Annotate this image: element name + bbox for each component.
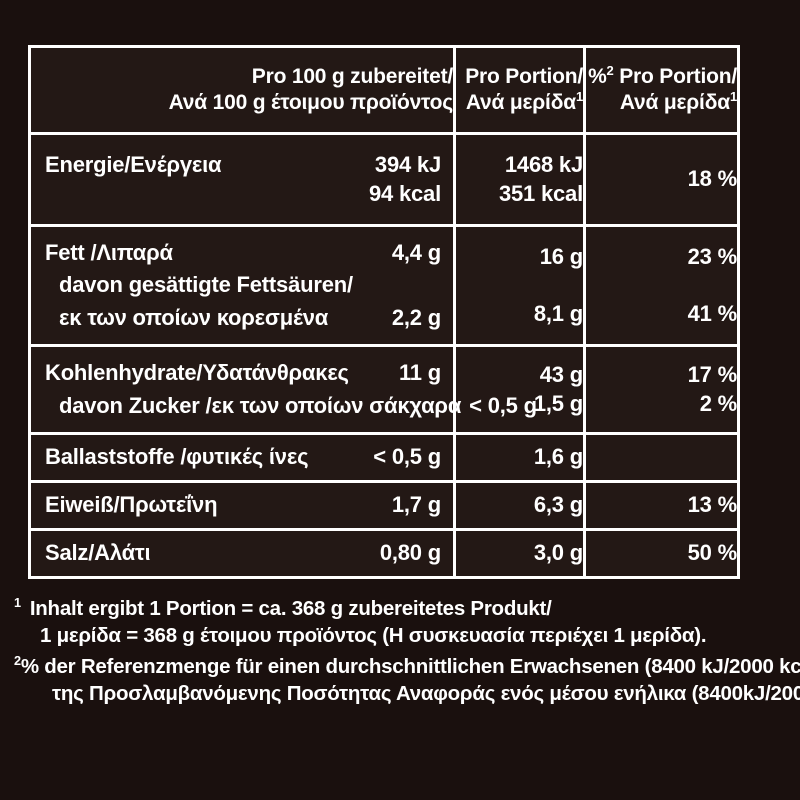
fibre-percent-value <box>586 435 740 483</box>
fat-per-portion-value: 16 g <box>539 243 583 269</box>
energy-per-100g-value: 394 kJ 94 kcal <box>368 151 441 206</box>
table-row-fibre: Ballaststoffe /φυτικές ίνες < 0,5 g 1,6 … <box>28 435 740 483</box>
header-per-100g-line2: Ανά 100 g έτοιμου προϊόντος <box>168 91 454 114</box>
sugars-per-portion-value: 1,5 g <box>533 390 583 416</box>
fibre-per-100g-value: < 0,5 g <box>373 444 441 470</box>
carbohydrate-per-100g-value: 11 g <box>398 359 441 385</box>
footnote-ref-1: 1 <box>575 89 583 104</box>
salt-label: Salz/Αλάτι <box>45 540 151 566</box>
saturates-percent-value: 41 % <box>687 300 738 326</box>
fat-label-value-row: Fett /Λιπαρά 4,4 g <box>31 237 453 270</box>
carbohydrate-label-value-row: Kohlenhydrate/Υδατάνθρακες 11 g <box>31 357 453 390</box>
fat-percent-cell: 23 % 41 % <box>586 227 740 347</box>
table-row-energy: Energie/Ενέργεια 394 kJ 94 kcal 1468 kJ … <box>28 135 740 227</box>
energy-main-cell: Energie/Ενέργεια 394 kJ 94 kcal <box>28 135 456 227</box>
sugars-label-value-row: davon Zucker /εκ των οποίων σάκχαρα < 0,… <box>31 390 537 423</box>
protein-label-value-row: Eiweiß/Πρωτεΐνη 1,7 g <box>31 489 453 522</box>
nutrition-table: Pro 100 g zubereitet/ Ανά 100 g έτοιμου … <box>28 45 740 579</box>
carbohydrate-percent-cell: 17 % 2 % <box>586 347 740 435</box>
carbohydrate-portion-cell: 43 g 1,5 g <box>456 347 586 435</box>
saturates-label-el: εκ των οποίων κορεσμένα <box>59 304 329 330</box>
header-per-portion-line1: Pro Portion/ <box>465 65 583 89</box>
table-row-carbohydrate: Kohlenhydrate/Υδατάνθρακες 11 g davon Zu… <box>28 347 740 435</box>
footnote-ref-1b: 1 <box>729 89 737 104</box>
protein-percent-value: 13 % <box>586 483 740 531</box>
sugars-label: davon Zucker /εκ των οποίων σάκχαρα <box>59 392 462 418</box>
fibre-label-value-row: Ballaststoffe /φυτικές ίνες < 0,5 g <box>31 441 453 474</box>
footnotes: 1 Inhalt ergibt 1 Portion = ca. 368 g zub… <box>14 596 800 708</box>
header-percent-line2: Ανά μερίδα1 <box>619 89 737 114</box>
header-per-portion-line2: Ανά μερίδα1 <box>465 89 583 114</box>
footnote-2-line2: της Προσλαμβανόμενης Ποσότητας Αναφοράς … <box>52 681 800 705</box>
header-cell-per-100g: Pro 100 g zubereitet/ Ανά 100 g έτοιμου … <box>28 45 456 135</box>
fibre-label: Ballaststoffe /φυτικές ίνες <box>45 444 309 470</box>
fibre-per-portion-value: 1,6 g <box>456 435 586 483</box>
carbohydrate-main-cell: Kohlenhydrate/Υδατάνθρακες 11 g davon Zu… <box>28 347 537 435</box>
header-per-100g-line1: Pro 100 g zubereitet/ <box>251 65 453 89</box>
saturates-per-100g-value: 2,2 g <box>391 304 441 330</box>
footnote-2-marker: 2 <box>14 653 21 669</box>
salt-per-portion-value: 3,0 g <box>456 531 586 579</box>
fat-main-cell: Fett /Λιπαρά 4,4 g davon gesättigte Fett… <box>28 227 456 347</box>
saturates-label-de: davon gesättigte Fettsäuren/ <box>59 272 353 298</box>
carbohydrate-per-portion-value: 43 g <box>539 361 583 387</box>
fibre-main-cell: Ballaststoffe /φυτικές ίνες < 0,5 g <box>28 435 456 483</box>
salt-label-value-row: Salz/Αλάτι 0,80 g <box>31 537 453 570</box>
energy-per-portion-value: 1468 kJ 351 kcal <box>456 135 586 227</box>
footnote-2-line1: 2% der Referenzmenge für einen durchschn… <box>14 653 800 679</box>
table-row-salt: Salz/Αλάτι 0,80 g 3,0 g 50 % <box>28 531 740 579</box>
table-row-fat: Fett /Λιπαρά 4,4 g davon gesättigte Fett… <box>28 227 740 347</box>
sugars-percent-value: 2 % <box>699 390 738 416</box>
carbohydrate-label: Kohlenhydrate/Υδατάνθρακες <box>45 359 349 385</box>
salt-percent-value: 50 % <box>586 531 740 579</box>
saturates-label-row-line1: davon gesättigte Fettsäuren/ <box>31 269 453 302</box>
carbohydrate-percent-value: 17 % <box>687 361 738 387</box>
fat-portion-cell: 16 g 8,1 g <box>456 227 586 347</box>
saturates-per-portion-value: 8,1 g <box>533 300 583 326</box>
protein-per-100g-value: 1,7 g <box>391 492 441 518</box>
salt-main-cell: Salz/Αλάτι 0,80 g <box>28 531 456 579</box>
footnote-2: 2% der Referenzmenge für einen durchschn… <box>14 653 800 707</box>
energy-label-value-row: Energie/Ενέργεια 394 kJ 94 kcal <box>31 149 453 210</box>
energy-percent-value: 18 % <box>586 135 740 227</box>
protein-per-portion-value: 6,3 g <box>456 483 586 531</box>
sugars-per-100g-value: < 0,5 g <box>469 392 537 418</box>
footnote-1-line2: 1 μερίδα = 368 g έτοιμου προϊόντος (Η συ… <box>40 623 707 647</box>
header-percent-line1: %2 Pro Portion/ <box>588 63 737 89</box>
fat-label: Fett /Λιπαρά <box>45 239 173 265</box>
fat-per-100g-value: 4,4 g <box>391 239 441 265</box>
fat-percent-value: 23 % <box>687 243 738 269</box>
footnote-ref-2: 2 <box>606 63 614 79</box>
protein-label: Eiweiß/Πρωτεΐνη <box>45 492 218 518</box>
salt-per-100g-value: 0,80 g <box>379 540 441 566</box>
header-cell-per-portion: Pro Portion/ Ανά μερίδα1 <box>456 45 586 135</box>
energy-label: Energie/Ενέργεια <box>45 151 222 177</box>
footnote-1-marker: 1 <box>14 595 21 611</box>
table-header-row: Pro 100 g zubereitet/ Ανά 100 g έτοιμου … <box>28 45 740 135</box>
protein-main-cell: Eiweiß/Πρωτεΐνη 1,7 g <box>28 483 456 531</box>
saturates-label-value-row: εκ των οποίων κορεσμένα 2,2 g <box>31 302 453 335</box>
footnote-1: 1 Inhalt ergibt 1 Portion = ca. 368 g zub… <box>14 596 789 649</box>
header-cell-percent-per-portion: %2 Pro Portion/ Ανά μερίδα1 <box>586 45 740 135</box>
footnote-1-line1: 1 Inhalt ergibt 1 Portion = ca. 368 g zub… <box>14 595 552 620</box>
table-row-protein: Eiweiß/Πρωτεΐνη 1,7 g 6,3 g 13 % <box>28 483 740 531</box>
